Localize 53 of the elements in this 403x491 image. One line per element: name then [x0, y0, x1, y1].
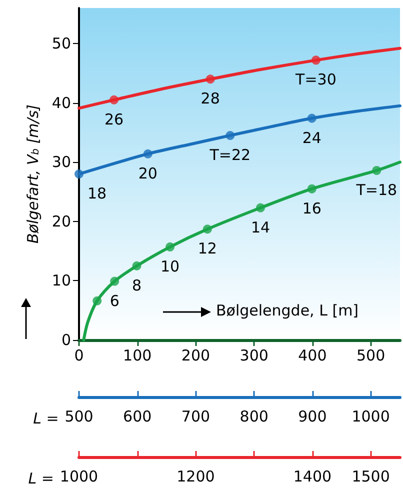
annotation: 16	[302, 199, 322, 218]
x-tick-label: 600	[123, 408, 152, 426]
annotation: 20	[138, 164, 158, 182]
annotation: 26	[104, 110, 124, 128]
x-tick-label: 0	[74, 346, 84, 364]
y-tick-label: 50	[52, 34, 71, 53]
point	[226, 130, 235, 140]
x-tick-label: 400	[298, 346, 327, 364]
x-tick-label: 200	[181, 346, 210, 364]
point	[143, 149, 152, 158]
annotation: 18	[87, 184, 107, 202]
point	[74, 170, 84, 178]
line-series	[82, 160, 402, 342]
point	[132, 261, 142, 270]
x2-tick-label: 1200	[176, 468, 215, 486]
x2-tick-label: 1500	[352, 468, 390, 486]
y-tick-label: 0	[61, 331, 71, 349]
point	[110, 276, 120, 286]
x-tick-label: 500	[64, 408, 94, 426]
y-tick-label: 20	[52, 212, 71, 230]
point	[256, 203, 266, 212]
x-axis-title: L =	[33, 410, 59, 428]
annotation: T=30	[294, 70, 336, 89]
annotation: 12	[198, 240, 217, 258]
annotation: 6	[110, 292, 120, 310]
point	[307, 184, 316, 194]
x-tick-label: 500	[356, 346, 386, 364]
annotation: 8	[132, 276, 142, 294]
y-tick-label: 40	[52, 94, 71, 112]
x-tick-label: 300	[240, 346, 268, 364]
point	[92, 296, 102, 306]
x-tick-label: 900	[298, 408, 327, 426]
point	[307, 114, 316, 123]
x2-axis-title: L =	[28, 470, 54, 488]
y-axis-title: Bølgefart, Vb [m/s]	[24, 104, 42, 244]
annotation: 14	[250, 218, 270, 236]
point	[202, 224, 212, 234]
annotation: T=22	[208, 146, 251, 164]
annotation: T=18	[355, 180, 398, 199]
x2-tick-label: 1400	[293, 468, 332, 486]
point	[372, 166, 382, 175]
x2-tick-label: 1000	[60, 468, 98, 486]
y-tick-label: 30	[52, 153, 71, 172]
y-tick-label: 10	[52, 272, 71, 290]
annotation: 24	[302, 128, 322, 147]
x-tick-label: 100	[123, 346, 152, 364]
annotation: 28	[200, 90, 220, 108]
x-tick-label: 700	[181, 408, 210, 426]
x-axis-title: Bølgelengde, L [m]	[216, 302, 359, 320]
annotation: 10	[160, 257, 180, 276]
point	[166, 242, 175, 252]
x-tick-label: 1000	[352, 408, 390, 426]
x-tick-label: 800	[240, 408, 268, 426]
